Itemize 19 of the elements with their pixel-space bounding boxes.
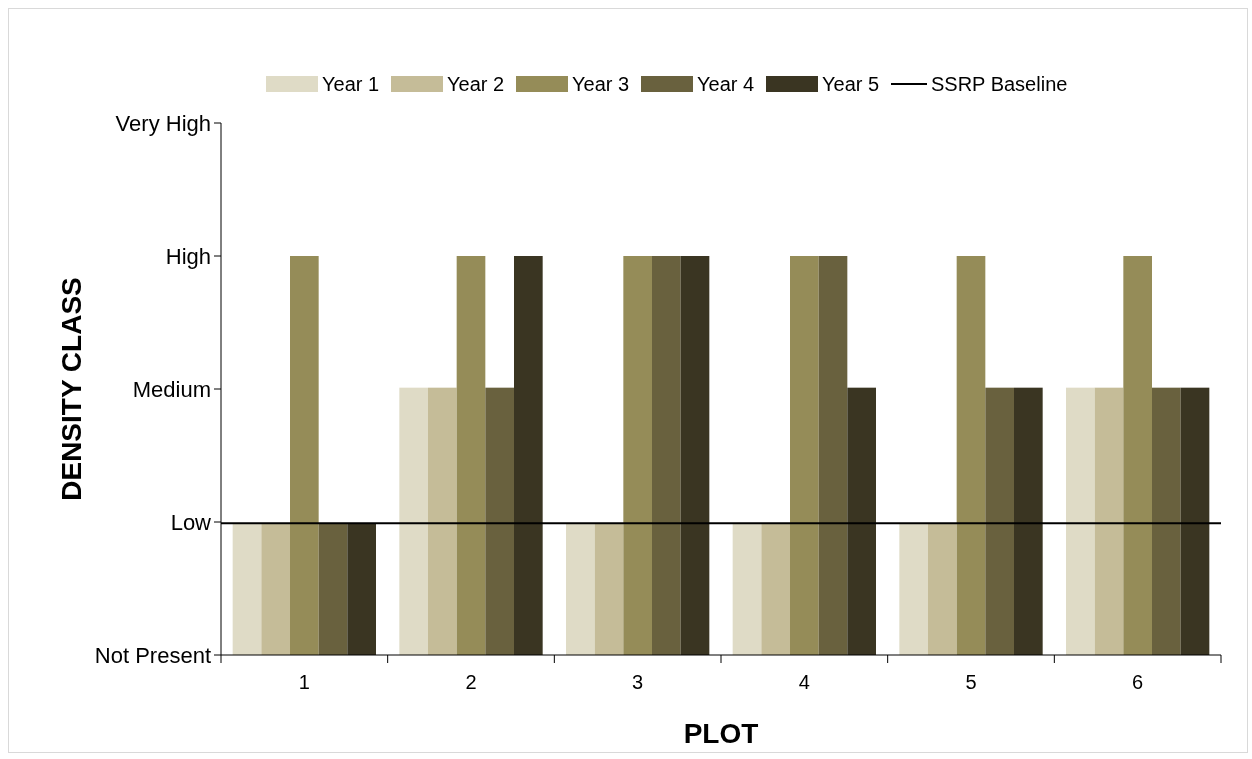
x-tick-label: 6 [1132, 671, 1144, 693]
legend-label: Year 2 [447, 73, 505, 95]
x-tick-label: 4 [798, 671, 810, 693]
legend-label: SSRP Baseline [931, 73, 1068, 95]
y-axis-title: DENSITY CLASS [56, 277, 87, 501]
x-tick-label: 1 [298, 671, 310, 693]
x-tick-label: 5 [965, 671, 977, 693]
x-axis-title: PLOT [683, 718, 759, 749]
legend-label: Year 1 [322, 73, 380, 95]
text: Very High [115, 110, 211, 136]
x-tick-label: 2 [465, 671, 477, 693]
text: Not Present [94, 642, 211, 668]
text: Low [170, 509, 212, 535]
text: High [165, 243, 211, 269]
x-tick-label: 3 [632, 671, 644, 693]
text: Medium [132, 376, 211, 402]
legend-label: Year 3 [572, 73, 630, 95]
legend-label: Year 4 [697, 73, 755, 95]
legend-label: Year 5 [822, 73, 880, 95]
